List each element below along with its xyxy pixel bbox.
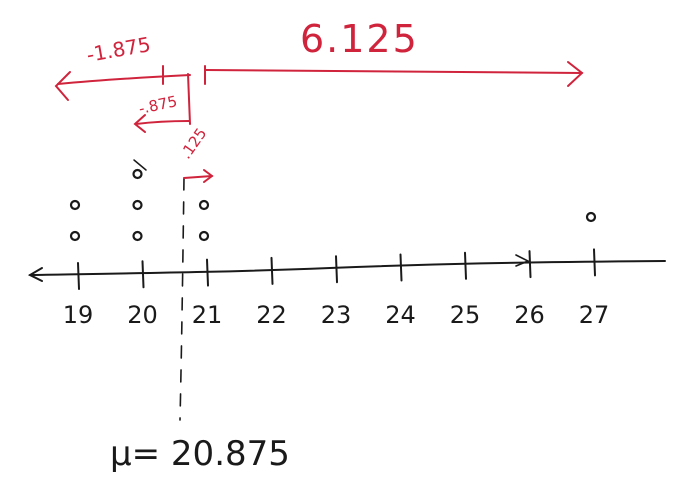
- dot-19-2: [69, 199, 81, 211]
- arrow-pos-large: [204, 69, 583, 74]
- number-line-left-arrowhead: [27, 267, 43, 282]
- tick-25: [464, 251, 467, 280]
- tick-24: [399, 253, 403, 282]
- tick-label-27: 27: [579, 301, 610, 329]
- mean-marker-line: [187, 73, 191, 125]
- tick-label-20: 20: [127, 301, 158, 329]
- dot-27-1: [585, 211, 597, 223]
- tick-label-24: 24: [385, 301, 416, 329]
- number-line-axis: [29, 260, 666, 276]
- dot-19-1: [69, 230, 81, 242]
- tick-label-26: 26: [514, 301, 545, 329]
- tick-19: [77, 262, 80, 290]
- dot-plot: [69, 168, 597, 242]
- tick-label-19: 19: [63, 301, 94, 329]
- tick-26: [528, 250, 532, 279]
- arrow-neg-large: [57, 74, 191, 85]
- tick-22: [270, 256, 274, 285]
- tick-27: [593, 248, 596, 277]
- tick-21: [206, 258, 209, 287]
- deviation-neg-large: -1.875: [85, 32, 153, 67]
- dot-21-1: [198, 230, 210, 242]
- deviation-pos-large: 6.125: [300, 17, 419, 61]
- arrow-pos-small-head: [203, 169, 214, 183]
- dot-connector: [133, 159, 147, 171]
- deviation-neg-small: -.875: [137, 92, 179, 118]
- tick-label-21: 21: [192, 301, 223, 329]
- number-line: 19 20 21 22 23 24 25 26 27: [27, 248, 666, 329]
- arrow-pos-large-head: [567, 61, 584, 87]
- arrow-neg-small: [135, 120, 190, 125]
- tick-label-22: 22: [256, 301, 287, 329]
- deviation-pos-small: .125: [177, 125, 211, 163]
- dot-20-3: [132, 168, 143, 180]
- tick-label-23: 23: [321, 301, 352, 329]
- number-line-inner-arrowhead: [515, 254, 530, 267]
- deviation-annotations: [54, 61, 584, 183]
- mean-dashed-line: [179, 177, 185, 421]
- tick-20: [141, 260, 145, 289]
- arrow-neg-large-head: [54, 71, 71, 101]
- mean-label: μ= 20.875: [110, 434, 290, 474]
- tick-23: [335, 255, 338, 284]
- tick-label-25: 25: [450, 301, 481, 329]
- dot-20-2: [132, 199, 143, 211]
- arrow-pos-small: [183, 175, 213, 179]
- dot-20-1: [132, 230, 143, 242]
- dot-21-2: [198, 199, 210, 211]
- arrow-neg-small-head: [133, 114, 146, 133]
